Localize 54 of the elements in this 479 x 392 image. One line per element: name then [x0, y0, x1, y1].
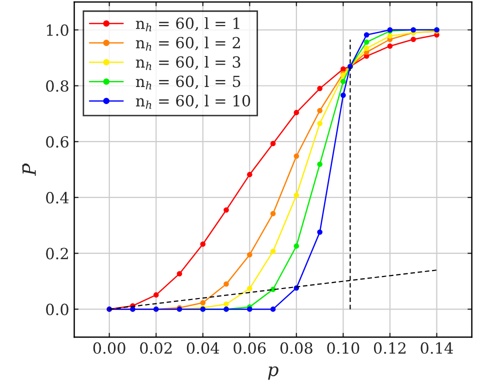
y-tick-label: 0.8 [46, 80, 68, 92]
point [270, 211, 276, 216]
point [387, 43, 393, 49]
y-tick-label: 0.4 [46, 192, 69, 204]
x-tick-label: 0.12 [374, 342, 406, 354]
point [247, 252, 252, 258]
point [270, 248, 276, 254]
legend-label: n$_{h}$ = 60, l = 3 [136, 56, 240, 70]
point [294, 153, 300, 159]
y-axis-title: P̄ [22, 163, 36, 176]
legend-label: n$_{h}$ = 60, l = 1 [136, 17, 240, 32]
point [317, 120, 322, 126]
point [247, 306, 252, 312]
y-tick-label: 1.0 [46, 24, 68, 36]
y-tick-label: 0.6 [46, 136, 68, 148]
point [387, 33, 393, 39]
point [224, 207, 229, 213]
point [247, 172, 252, 178]
x-tick-label: 0.14 [420, 342, 453, 354]
point [364, 40, 370, 45]
point [410, 36, 416, 42]
point [224, 281, 229, 287]
point [317, 162, 322, 167]
point [200, 300, 206, 306]
point [317, 108, 322, 114]
x-tick-label: 0.10 [327, 342, 360, 354]
x-tick-label: 0.02 [140, 342, 172, 354]
point [317, 86, 322, 92]
point [294, 192, 300, 198]
point [364, 32, 370, 38]
point [270, 306, 276, 312]
point [294, 110, 300, 116]
point [294, 243, 300, 249]
legend-label: n$_{h}$ = 60, l = 2 [136, 36, 240, 51]
point [364, 46, 370, 51]
y-tick-label: 0.2 [46, 248, 68, 260]
point [317, 229, 322, 235]
point [270, 140, 276, 146]
point [200, 241, 206, 247]
legend-label: n$_{h}$ = 60, l = 10 [136, 94, 250, 109]
point [224, 302, 229, 307]
x-tick-label: 0.08 [280, 342, 312, 354]
point [247, 286, 252, 292]
legend-label: n$_{h}$ = 60, l = 5 [136, 75, 240, 90]
x-axis-title: p [268, 366, 278, 380]
point [340, 92, 346, 98]
point [153, 292, 159, 298]
x-tick-label: 0.06 [234, 342, 266, 354]
x-tick-label: 0.00 [93, 342, 126, 354]
point [176, 271, 182, 276]
y-tick-label: 0.0 [46, 304, 68, 316]
x-tick-label: 0.04 [186, 342, 220, 354]
point [340, 78, 346, 84]
point [340, 66, 346, 72]
